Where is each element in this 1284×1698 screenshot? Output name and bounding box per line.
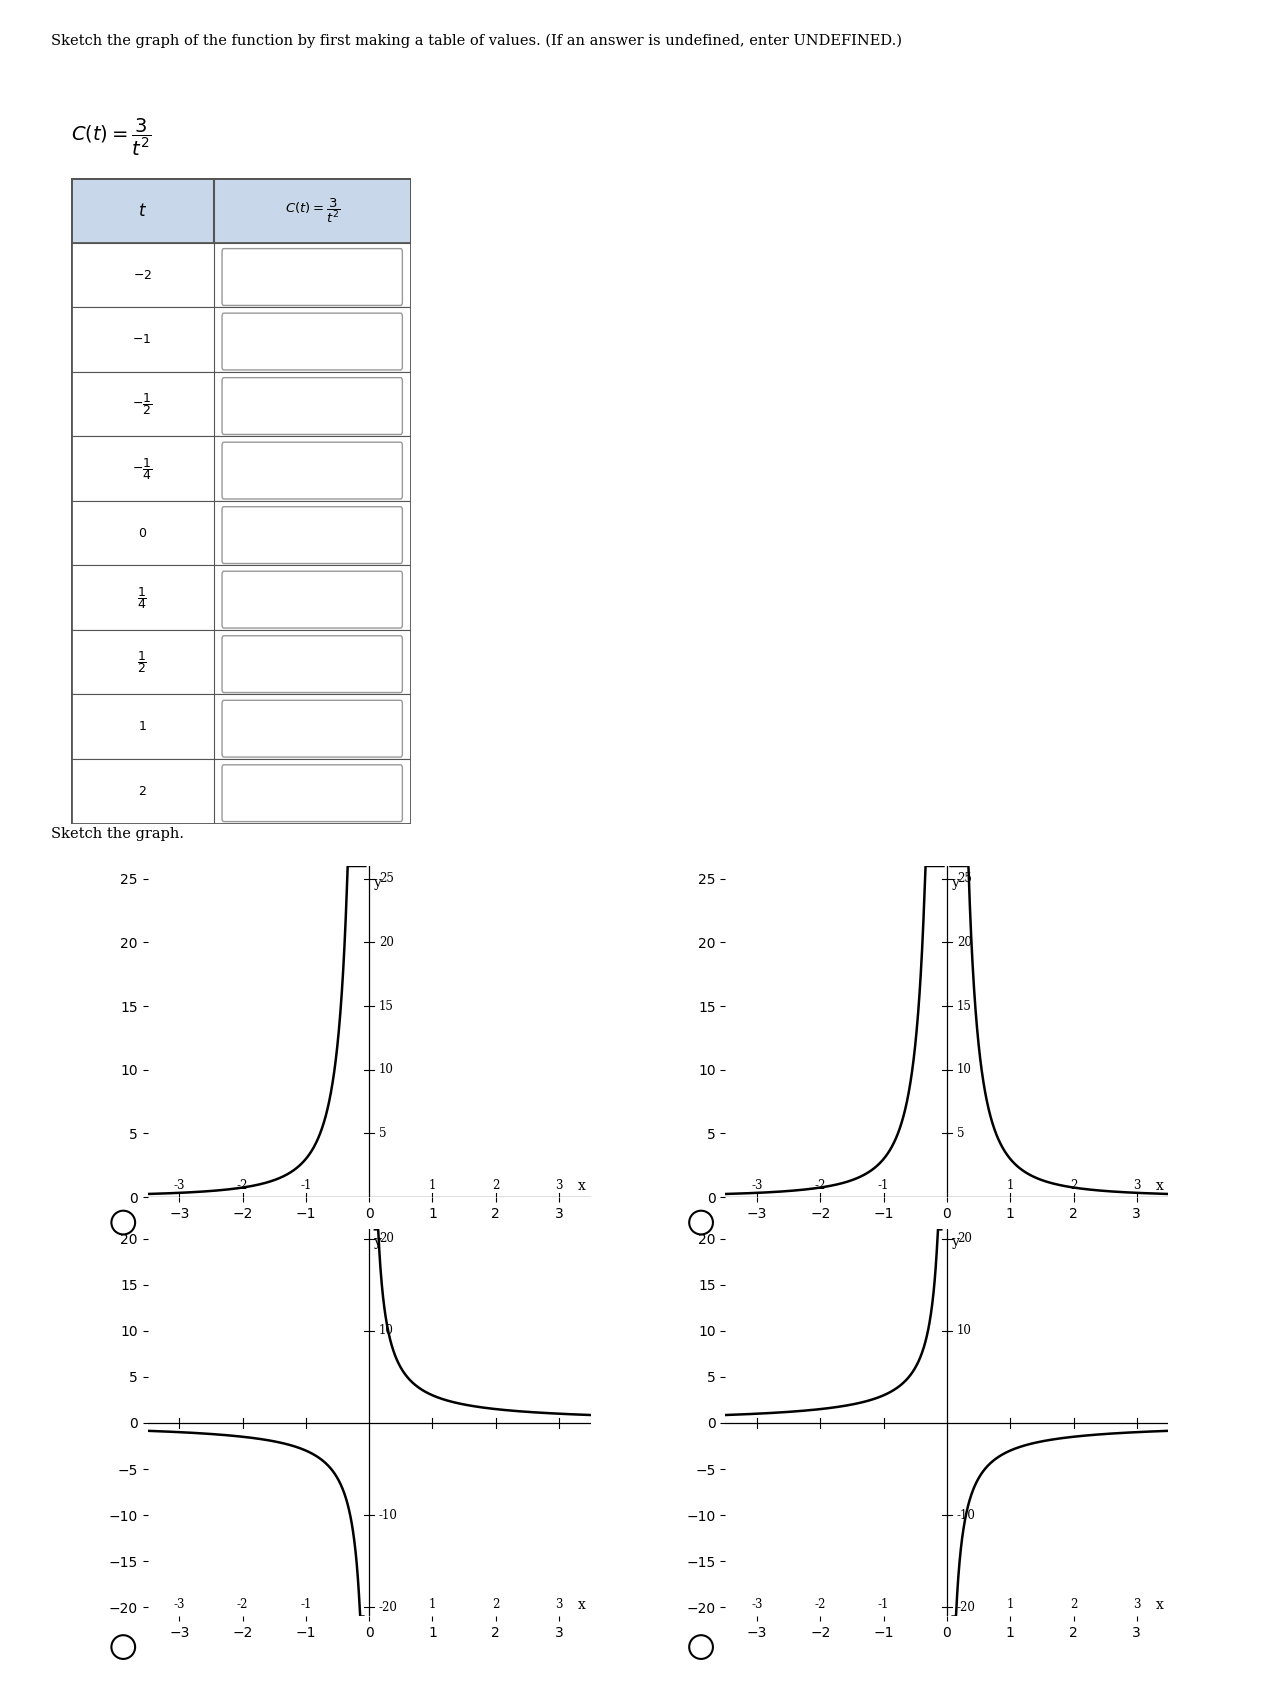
Text: 15: 15 (957, 1000, 972, 1012)
Text: -20: -20 (379, 1601, 398, 1613)
Text: 1: 1 (1007, 1598, 1014, 1611)
Text: 2: 2 (1070, 1178, 1077, 1192)
FancyBboxPatch shape (71, 243, 411, 307)
Text: $t$: $t$ (137, 202, 146, 219)
Text: 3: 3 (555, 1598, 562, 1611)
FancyBboxPatch shape (222, 248, 402, 306)
Text: $-1$: $-1$ (132, 333, 152, 346)
Text: -3: -3 (751, 1598, 763, 1611)
Text: x: x (578, 1178, 586, 1194)
Text: -3: -3 (751, 1178, 763, 1192)
Text: x: x (1156, 1178, 1163, 1194)
Text: -20: -20 (957, 1601, 976, 1613)
Text: $\dfrac{1}{4}$: $\dfrac{1}{4}$ (137, 584, 148, 611)
Text: 2: 2 (492, 1598, 499, 1611)
FancyBboxPatch shape (222, 377, 402, 435)
FancyBboxPatch shape (71, 501, 411, 565)
Text: -2: -2 (814, 1178, 826, 1192)
Text: -3: -3 (173, 1598, 185, 1611)
Text: -10: -10 (957, 1508, 976, 1521)
FancyBboxPatch shape (222, 700, 402, 757)
Text: 10: 10 (379, 1063, 394, 1077)
Text: -2: -2 (236, 1178, 248, 1192)
Text: $C(t) = \dfrac{3}{t^2}$: $C(t) = \dfrac{3}{t^2}$ (71, 117, 152, 158)
Text: $-\dfrac{1}{2}$: $-\dfrac{1}{2}$ (132, 391, 153, 418)
FancyBboxPatch shape (222, 635, 402, 693)
FancyBboxPatch shape (71, 436, 411, 501)
Text: -10: -10 (379, 1508, 398, 1521)
Text: 1: 1 (429, 1598, 437, 1611)
Text: $1$: $1$ (137, 720, 146, 734)
Text: 2: 2 (1070, 1598, 1077, 1611)
Text: 20: 20 (379, 1233, 394, 1245)
Text: $2$: $2$ (137, 784, 146, 798)
Text: -3: -3 (173, 1178, 185, 1192)
Text: 3: 3 (555, 1178, 562, 1192)
FancyBboxPatch shape (71, 759, 411, 824)
FancyBboxPatch shape (71, 307, 411, 372)
Text: 1: 1 (1007, 1178, 1014, 1192)
Text: 3: 3 (1132, 1178, 1140, 1192)
Text: y: y (375, 876, 383, 890)
Text: y: y (953, 1234, 960, 1250)
Text: 5: 5 (379, 1127, 386, 1139)
FancyBboxPatch shape (71, 372, 411, 436)
Text: -1: -1 (300, 1598, 312, 1611)
FancyBboxPatch shape (222, 312, 402, 370)
Text: y: y (953, 876, 960, 890)
FancyBboxPatch shape (71, 694, 411, 759)
Text: $0$: $0$ (137, 526, 146, 540)
Text: 2: 2 (492, 1178, 499, 1192)
Text: 20: 20 (379, 936, 394, 949)
Text: $-2$: $-2$ (132, 268, 152, 282)
FancyBboxPatch shape (222, 571, 402, 628)
Text: 10: 10 (957, 1324, 972, 1338)
Text: 20: 20 (957, 936, 972, 949)
Text: -2: -2 (814, 1598, 826, 1611)
Text: -1: -1 (878, 1178, 890, 1192)
Text: 3: 3 (1132, 1598, 1140, 1611)
Text: -1: -1 (878, 1598, 890, 1611)
Text: 10: 10 (379, 1324, 394, 1338)
Text: -1: -1 (300, 1178, 312, 1192)
Text: 5: 5 (957, 1127, 964, 1139)
Text: 10: 10 (957, 1063, 972, 1077)
Text: x: x (578, 1598, 586, 1611)
Text: $\dfrac{1}{2}$: $\dfrac{1}{2}$ (137, 649, 148, 676)
Text: $-\dfrac{1}{4}$: $-\dfrac{1}{4}$ (132, 455, 153, 482)
FancyBboxPatch shape (222, 441, 402, 499)
Text: 25: 25 (957, 873, 972, 885)
FancyBboxPatch shape (71, 565, 411, 630)
Text: 20: 20 (957, 1233, 972, 1245)
Text: 15: 15 (379, 1000, 394, 1012)
Text: 1: 1 (429, 1178, 437, 1192)
FancyBboxPatch shape (222, 506, 402, 564)
Text: Sketch the graph.: Sketch the graph. (51, 827, 185, 841)
Text: y: y (375, 1234, 383, 1250)
Text: 25: 25 (379, 873, 394, 885)
FancyBboxPatch shape (71, 178, 411, 243)
Text: x: x (1156, 1598, 1163, 1611)
Text: Sketch the graph of the function by first making a table of values. (If an answe: Sketch the graph of the function by firs… (51, 34, 903, 48)
Text: -2: -2 (236, 1598, 248, 1611)
FancyBboxPatch shape (71, 630, 411, 694)
Text: $C(t) = \dfrac{3}{t^2}$: $C(t) = \dfrac{3}{t^2}$ (285, 197, 340, 224)
FancyBboxPatch shape (222, 764, 402, 822)
